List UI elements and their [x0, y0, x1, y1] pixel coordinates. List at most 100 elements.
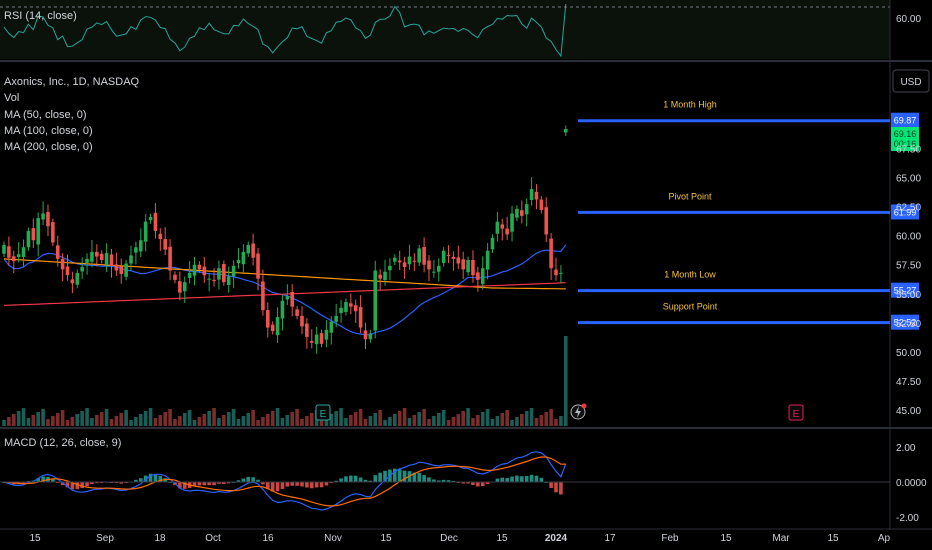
- price-tick-label: 45.00: [896, 406, 921, 417]
- volume-bar: [256, 420, 260, 426]
- candle-body: [559, 272, 563, 274]
- candle-body: [16, 254, 21, 258]
- volume-bar: [305, 416, 309, 426]
- macd-histogram-bar: [251, 477, 255, 482]
- volume-bar: [251, 410, 255, 426]
- volume-bar: [270, 411, 275, 426]
- lightning-icon[interactable]: [570, 403, 587, 420]
- volume-bar: [349, 415, 353, 426]
- price-tick-label: 62.50: [896, 203, 921, 214]
- svg-text:E: E: [320, 409, 327, 420]
- price-tick-label: 57.50: [896, 261, 921, 272]
- macd-histogram-bar: [432, 479, 436, 482]
- candle-body: [217, 268, 221, 280]
- candle-body: [197, 264, 202, 270]
- volume-bar: [319, 420, 324, 426]
- candle-body: [182, 282, 187, 292]
- volume-bar: [309, 413, 314, 426]
- volume-bar: [55, 413, 60, 426]
- candle-body: [119, 266, 124, 275]
- volume-bar: [549, 409, 553, 426]
- ma50-legend[interactable]: MA (50, close, 0): [4, 109, 87, 121]
- candle-body: [212, 280, 216, 282]
- volume-bar: [544, 412, 549, 426]
- macd-histogram-bar: [60, 482, 65, 486]
- candle-body: [319, 333, 324, 344]
- macd-histogram-bar: [505, 478, 509, 482]
- candle-body: [480, 268, 485, 285]
- currency-button[interactable]: [892, 69, 930, 93]
- macd-histogram-bar: [353, 475, 358, 482]
- macd-histogram-bar: [80, 482, 84, 489]
- volume-bar: [173, 419, 177, 426]
- volume-bar: [51, 416, 55, 426]
- macd-histogram-bar: [65, 482, 70, 488]
- volume-bar: [80, 411, 84, 426]
- signal-line: [3, 456, 566, 507]
- volume-bar: [280, 418, 285, 426]
- macd-histogram-bar: [95, 482, 99, 484]
- volume-bar: [388, 417, 392, 426]
- level-price-badge: [891, 112, 919, 128]
- candle-body: [114, 264, 119, 271]
- volume-bar: [529, 408, 534, 426]
- volume-bar: [554, 419, 558, 426]
- candle-body: [95, 251, 99, 257]
- volume-bar: [109, 419, 114, 426]
- volume-bar: [65, 420, 70, 426]
- candle-body: [349, 303, 353, 307]
- macd-histogram-bar: [446, 480, 451, 482]
- price-tick-label: 52.50: [896, 319, 921, 330]
- volume-bar: [505, 410, 509, 426]
- candle-body: [85, 258, 89, 263]
- volume-bar: [559, 416, 563, 426]
- rsi-line: [3, 3, 567, 58]
- volume-bar: [510, 420, 514, 426]
- candle-body: [524, 204, 529, 215]
- macd-histogram-bar: [70, 482, 75, 490]
- level-label: 1 Month High: [663, 100, 717, 110]
- candle-body: [187, 272, 192, 278]
- candle-body: [427, 260, 431, 270]
- volume-legend[interactable]: Vol: [4, 92, 19, 104]
- volume-bar: [432, 416, 436, 426]
- earnings-icon[interactable]: E: [788, 404, 804, 421]
- macd-histogram-bar: [217, 482, 221, 484]
- macd-histogram-bar: [163, 478, 168, 482]
- volume-bar: [104, 409, 109, 426]
- volume-bar: [373, 413, 378, 426]
- volume-bar: [412, 415, 417, 426]
- symbol-title[interactable]: Axonics, Inc., 1D, NASDAQ: [4, 76, 140, 88]
- volume-bar: [417, 412, 422, 426]
- ma50-line: [3, 244, 567, 336]
- macd-histogram-bar: [275, 482, 280, 492]
- candle-body: [222, 264, 226, 283]
- earnings-icon[interactable]: E: [315, 404, 331, 421]
- candle-body: [417, 248, 422, 263]
- ma200-legend[interactable]: MA (200, close, 0): [4, 141, 93, 153]
- macd-histogram-bar: [261, 482, 265, 485]
- macd-histogram-bar: [319, 482, 324, 488]
- price-tick-label: 67.50: [896, 144, 921, 155]
- volume-bar: [461, 411, 465, 426]
- candle-body: [490, 237, 495, 250]
- volume-bar: [158, 415, 163, 426]
- volume-bar: [422, 409, 426, 426]
- candle-body: [466, 260, 470, 273]
- volume-bar: [207, 411, 211, 426]
- macd-histogram-bar: [363, 479, 368, 482]
- volume-bar: [353, 412, 358, 426]
- volume-bar: [446, 420, 451, 426]
- rsi-pane: [0, 0, 890, 59]
- volume-bar: [456, 414, 461, 426]
- ma100-legend[interactable]: MA (100, close, 0): [4, 125, 93, 137]
- volume-bar: [485, 409, 490, 426]
- candle-body: [46, 212, 50, 227]
- level-label: 1 Month Low: [664, 270, 716, 280]
- time-axis-label: Mar: [772, 533, 790, 544]
- candle-body: [55, 245, 60, 259]
- macd-histogram-bar: [290, 482, 295, 486]
- candle-body: [11, 256, 16, 262]
- macd-histogram-bar: [368, 480, 373, 482]
- volume-bar: [265, 414, 270, 426]
